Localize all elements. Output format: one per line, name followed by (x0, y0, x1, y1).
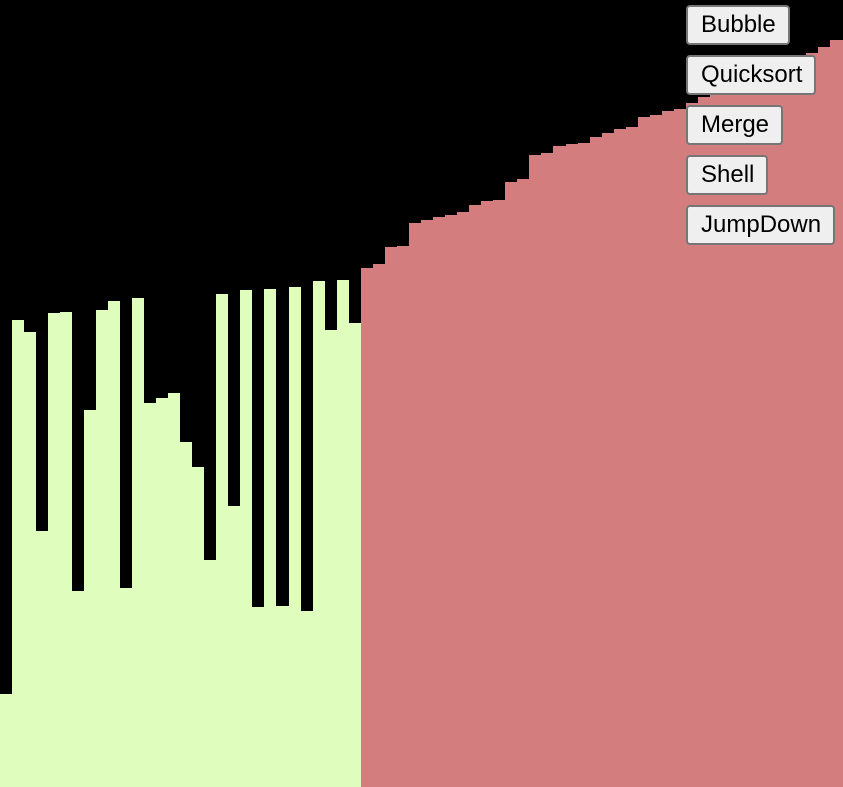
sorted-bar (734, 81, 746, 787)
sorted-bar (481, 201, 493, 787)
sorted-bar (397, 246, 409, 787)
unsorted-bar (108, 301, 120, 787)
sorted-bar (614, 129, 626, 787)
unsorted-bar (12, 320, 24, 787)
unsorted-bar (168, 393, 180, 787)
sorted-bar (698, 97, 710, 787)
unsorted-bar (349, 323, 361, 787)
unsorted-bar (204, 560, 216, 787)
unsorted-bar (240, 290, 252, 787)
unsorted-bar (0, 694, 12, 787)
unsorted-bar (289, 287, 301, 787)
sorted-bar (541, 153, 553, 787)
sorted-bar (529, 155, 541, 787)
sorted-bar (662, 111, 674, 787)
sorted-bar (361, 268, 373, 787)
sorted-bar (626, 127, 638, 787)
sorted-bar (433, 217, 445, 787)
sorted-bar (770, 67, 782, 787)
unsorted-bar (132, 298, 144, 787)
unsorted-bar (216, 294, 228, 787)
unsorted-bar (72, 591, 84, 787)
algorithm-controls: Bubble Quicksort Merge Shell JumpDown (686, 5, 836, 255)
sorted-bar (469, 205, 481, 787)
sorted-bar (590, 137, 602, 787)
jumpdown-button[interactable]: JumpDown (686, 205, 836, 245)
unsorted-bar (180, 442, 192, 787)
unsorted-bar (192, 467, 204, 787)
unsorted-bar (325, 330, 337, 787)
shell-button[interactable]: Shell (686, 155, 769, 195)
sorted-bar (373, 264, 385, 787)
unsorted-bar (228, 506, 240, 787)
unsorted-bar (264, 289, 276, 787)
unsorted-bar (301, 611, 313, 787)
unsorted-bar (96, 310, 108, 787)
sorted-bar (505, 182, 517, 787)
unsorted-bar (84, 410, 96, 787)
sorted-bar (710, 91, 722, 787)
sorted-bar (722, 83, 734, 787)
unsorted-bar (36, 531, 48, 787)
sorted-bar (638, 117, 650, 787)
sorted-bar (385, 247, 397, 787)
sorted-bar (457, 212, 469, 787)
unsorted-bar (120, 588, 132, 787)
sorted-bar (746, 77, 758, 787)
sorted-bar (493, 200, 505, 787)
unsorted-bar (252, 607, 264, 787)
sorted-bar (674, 109, 686, 787)
unsorted-bar (60, 312, 72, 787)
quicksort-button[interactable]: Quicksort (686, 55, 817, 95)
unsorted-bar (276, 606, 289, 787)
sorted-bar (553, 146, 566, 787)
unsorted-bar (144, 403, 156, 787)
bubble-button[interactable]: Bubble (686, 5, 790, 45)
sorted-bar (602, 133, 614, 787)
sorted-bar (686, 103, 698, 787)
unsorted-bar (313, 281, 325, 787)
sorted-bar (445, 215, 457, 787)
sorted-bar (409, 223, 421, 787)
sorted-bar (650, 115, 662, 787)
merge-button[interactable]: Merge (686, 105, 784, 145)
unsorted-bar (24, 332, 36, 787)
unsorted-bar (156, 398, 168, 787)
unsorted-bar (337, 280, 349, 787)
unsorted-bar (48, 313, 60, 787)
sorted-bar (421, 220, 433, 787)
sorted-bar (758, 75, 770, 787)
sorted-bar (566, 144, 578, 787)
sorted-bar (578, 143, 590, 787)
sorted-bar (517, 179, 529, 787)
